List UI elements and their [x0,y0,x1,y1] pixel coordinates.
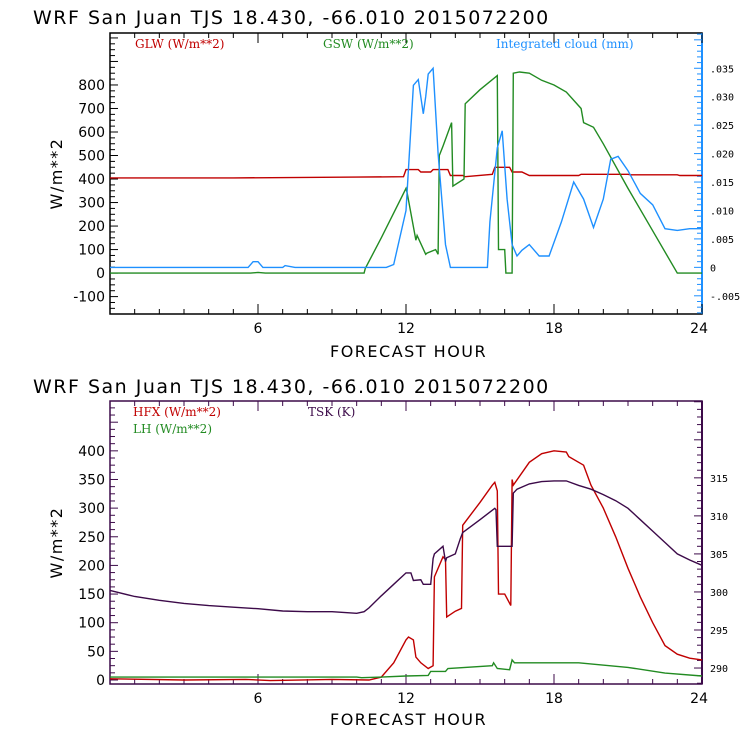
y2-tick-label: 300 [710,588,728,599]
y2-tick-label: 290 [710,664,728,675]
series-line-gsw [110,71,702,274]
series-line-glw [110,166,702,179]
y-tick-label: 50 [87,644,105,660]
series-line-lh [110,658,703,679]
y-tick-label: 700 [78,101,105,117]
y2-tick-label: .025 [710,121,734,132]
x-tick-label: 18 [545,691,563,707]
y2-tick-label: .005 [710,235,734,246]
y-tick-label: -100 [73,290,105,306]
y-tick-label: 800 [78,78,105,94]
x-tick-label: 24 [690,321,708,337]
y-tick-label: 600 [78,125,105,141]
x-tick-label: 18 [545,321,563,337]
y2-tick-label: 295 [710,626,728,637]
legend-entry: HFX (W/m**2) [133,405,221,419]
series-line-tsk [109,480,703,615]
y-tick-label: 400 [78,444,105,460]
y2-tick-label: .020 [710,150,734,161]
y-tick-label: 200 [78,219,105,235]
y-axis-label: W/m**2 [47,507,66,579]
y2-tick-label: .015 [710,178,734,189]
series-line-hfx [109,450,703,682]
y-tick-label: 150 [78,587,105,603]
legend-entry: TSK (K) [308,405,355,419]
y-tick-label: 200 [78,558,105,574]
legend-entry: LH (W/m**2) [133,422,212,436]
y2-tick-label: 0 [710,263,716,274]
y2-tick-label: .030 [710,93,734,104]
x-tick-label: 24 [690,691,708,707]
y2-tick-label: .035 [710,64,734,75]
y-tick-label: 100 [78,243,105,259]
y2-tick-label: 305 [710,550,728,561]
y2-tick-label: .010 [710,206,734,217]
legend-entry: GLW (W/m**2) [135,37,224,51]
y-tick-label: 500 [78,149,105,165]
y-tick-label: 300 [78,501,105,517]
y-tick-label: 100 [78,616,105,632]
flux-skin-temp-plot: WRF San Juan TJS 18.430, -66.010 2015072… [33,376,728,729]
y2-tick-label: 315 [710,474,728,485]
x-tick-label: 6 [254,691,263,707]
chart-title: WRF San Juan TJS 18.430, -66.010 2015072… [33,7,550,29]
y2-tick-label: -.005 [710,292,740,303]
x-tick-label: 6 [254,321,263,337]
y-tick-label: 0 [96,673,105,689]
plot-frame [109,400,703,685]
y2-tick-label: 310 [710,512,728,523]
y-axis-label: W/m**2 [47,138,66,210]
y-tick-label: 250 [78,530,105,546]
legend-entry: Integrated cloud (mm) [496,37,634,51]
radiation-cloud-plot: WRF San Juan TJS 18.430, -66.010 2015072… [33,7,740,361]
plot-frame [109,32,703,315]
chart-title: WRF San Juan TJS 18.430, -66.010 2015072… [33,376,550,398]
y-tick-label: 0 [96,266,105,282]
y-tick-label: 350 [78,472,105,488]
x-axis-label: FORECAST HOUR [330,710,487,729]
x-tick-label: 12 [397,321,415,337]
y-tick-label: 400 [78,172,105,188]
x-tick-label: 12 [397,691,415,707]
y-tick-label: 300 [78,196,105,212]
legend-entry: GSW (W/m**2) [323,37,414,51]
x-axis-label: FORECAST HOUR [330,342,487,361]
series-line-integrated [110,66,702,269]
